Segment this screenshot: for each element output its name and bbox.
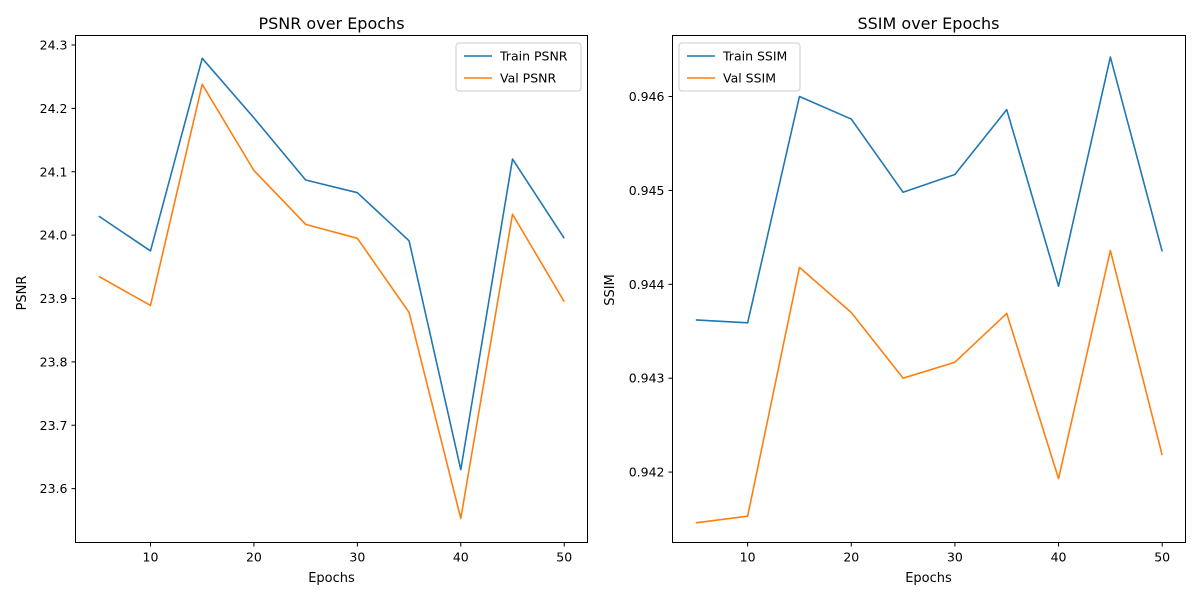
y-axis-label: SSIM [603, 274, 618, 306]
plot-lines [695, 56, 1163, 524]
y-tick-label: 0.943 [629, 371, 665, 386]
legend-label-val-ssim: Val SSIM [723, 71, 776, 86]
x-tick-label: 20 [246, 550, 262, 565]
y-tick-label: 0.946 [629, 89, 665, 104]
plot-lines [98, 57, 565, 520]
legend-box [455, 42, 582, 92]
x-ticks: 10 20 30 40 50 [740, 542, 1170, 565]
legend: Train SSIM Val SSIM [678, 42, 801, 92]
y-tick-label: 0.945 [629, 183, 665, 198]
series-line-train-psnr [98, 57, 565, 471]
y-tick-label: 24.0 [40, 228, 68, 243]
chart-psnr: PSNR over Epochs Epochs PSNR 10 20 30 40 50 … [15, 14, 588, 586]
x-ticks: 10 20 30 40 50 [143, 542, 572, 565]
x-tick-label: 20 [843, 550, 859, 565]
x-tick-label: 30 [947, 550, 963, 565]
plot-frame [672, 35, 1186, 543]
x-tick-label: 50 [556, 550, 572, 565]
y-tick-label: 23.7 [40, 418, 68, 433]
y-tick-label: 23.6 [40, 481, 68, 496]
series-line-train-ssim [695, 56, 1163, 324]
x-tick-label: 10 [143, 550, 159, 565]
y-tick-label: 23.9 [40, 291, 68, 306]
x-axis-label: Epochs [905, 571, 952, 586]
y-ticks: 23.6 23.7 23.8 23.9 24.0 24.1 24.2 24.3 [40, 38, 76, 496]
x-tick-label: 30 [349, 550, 365, 565]
y-tick-label: 0.942 [629, 465, 665, 480]
x-tick-label: 40 [453, 550, 469, 565]
chart-title: PSNR over Epochs [258, 14, 404, 33]
y-tick-label: 23.8 [40, 354, 68, 369]
legend-label-val-psnr: Val PSNR [500, 71, 557, 86]
y-axis-label: PSNR [15, 276, 30, 311]
y-tick-label: 0.944 [629, 277, 665, 292]
x-tick-label: 50 [1154, 550, 1170, 565]
chart-ssim: SSIM over Epochs Epochs SSIM 10 20 30 40 50 … [603, 14, 1186, 586]
x-tick-label: 40 [1051, 550, 1067, 565]
y-ticks: 0.942 0.943 0.944 0.945 0.946 [629, 89, 673, 480]
y-tick-label: 24.1 [40, 164, 68, 179]
x-tick-label: 10 [740, 550, 756, 565]
series-line-val-ssim [695, 249, 1163, 524]
legend: Train PSNR Val PSNR [455, 42, 582, 92]
x-axis-label: Epochs [308, 571, 355, 586]
y-tick-label: 24.3 [40, 38, 68, 53]
legend-label-train-psnr: Train PSNR [499, 49, 568, 64]
chart-title: SSIM over Epochs [857, 14, 999, 33]
legend-box [678, 42, 801, 92]
plot-frame [75, 35, 588, 543]
y-tick-label: 24.2 [40, 101, 68, 116]
legend-label-train-ssim: Train SSIM [722, 49, 787, 64]
series-line-val-psnr [98, 83, 565, 520]
